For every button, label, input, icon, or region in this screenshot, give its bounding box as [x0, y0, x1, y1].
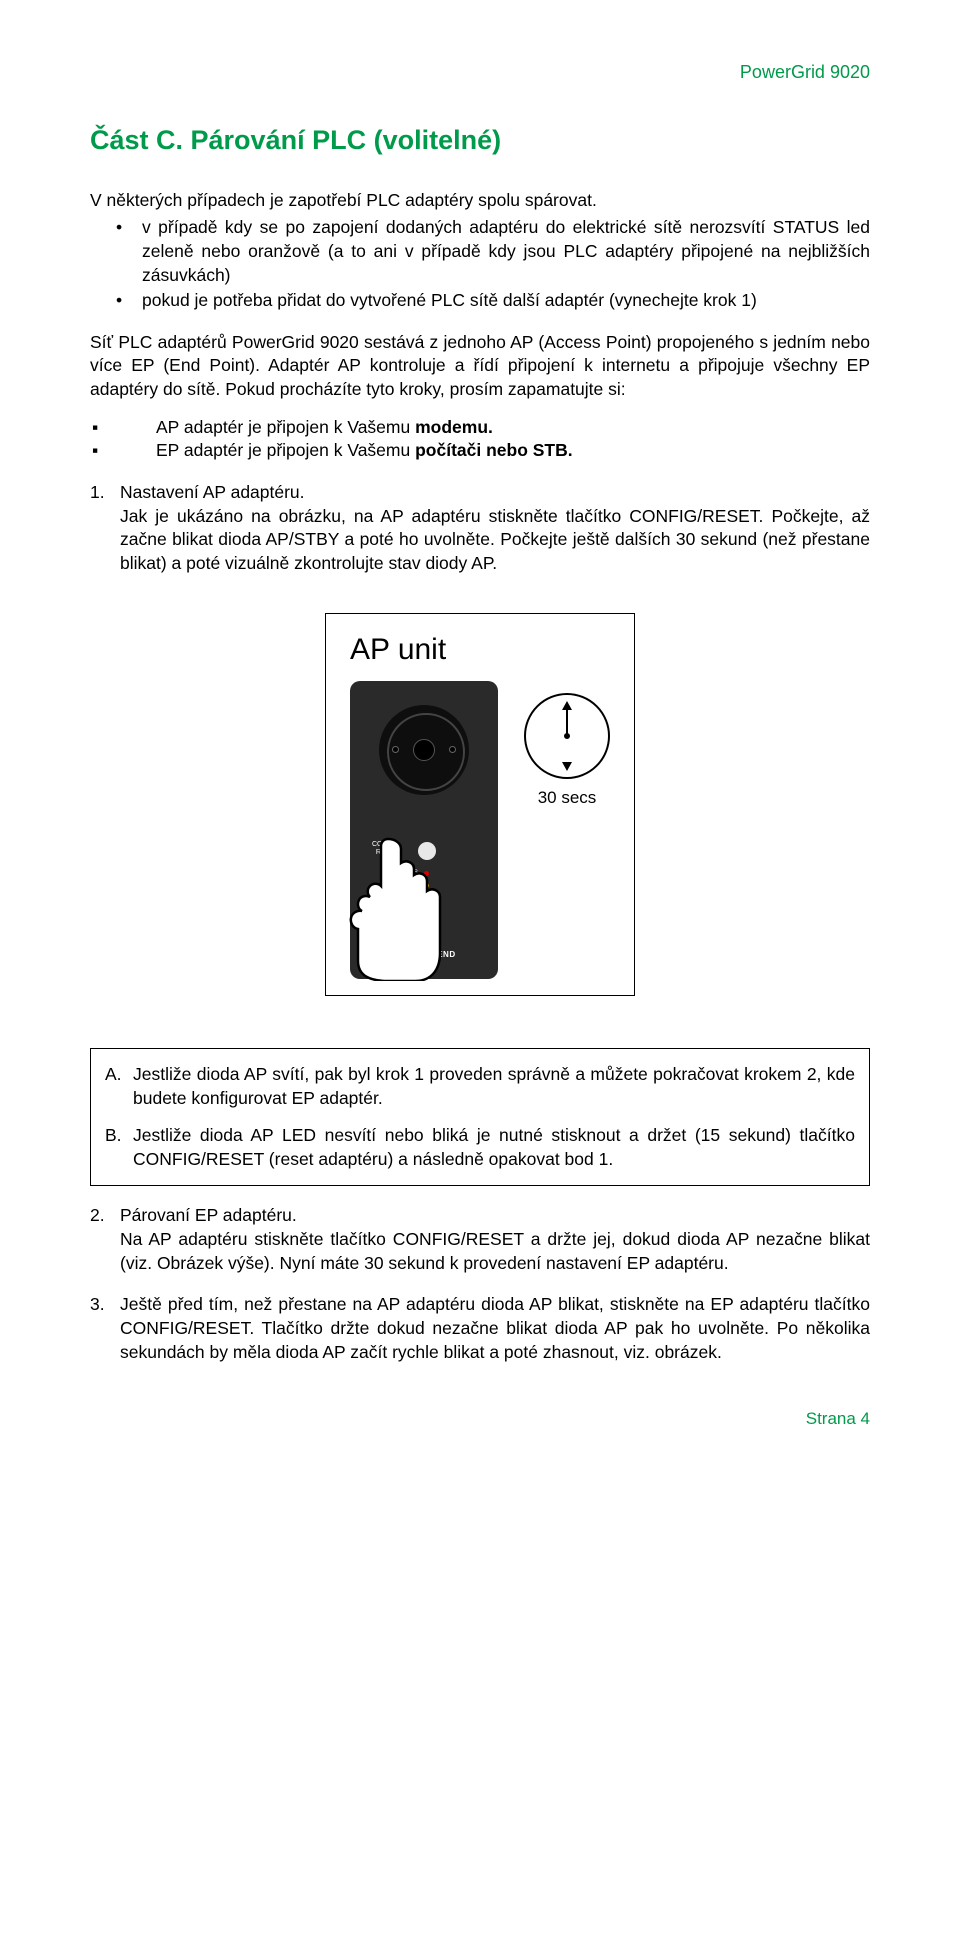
figure-title: AP unit [350, 630, 610, 671]
step-title: Nastavení AP adaptéru. [120, 482, 305, 502]
numbered-list: 1. Nastavení AP adaptéru. Jak je ukázáno… [90, 481, 870, 576]
status-led-icon [424, 871, 429, 876]
intro-text: V některých případech je zapotřebí PLC a… [90, 189, 870, 213]
config-button-icon [418, 842, 436, 860]
step-body: Ještě před tím, než přestane na AP adapt… [120, 1294, 870, 1361]
list-item: EP adaptér je připojen k Vašemu počítači… [90, 439, 870, 463]
step-title: Párovaní EP adaptéru. [120, 1205, 297, 1225]
text: EP adaptér je připojen k Vašemu [156, 440, 415, 460]
step-number: 3. [90, 1293, 105, 1317]
status-label: STATUS [384, 869, 418, 878]
bullet-list: v případě kdy se po zapojení dodaných ad… [90, 216, 870, 313]
ap-led-icon [424, 895, 429, 900]
clock-icon [524, 693, 610, 779]
list-item: pokud je potřeba přidat do vytvořené PLC… [116, 289, 870, 313]
step-body: Jak je ukázáno na obrázku, na AP adaptér… [120, 506, 870, 573]
ethernet-led-icon [424, 883, 429, 888]
box-item-b: B. Jestliže dioda AP LED nesvítí nebo bl… [105, 1124, 855, 1171]
step-number: 1. [90, 481, 105, 505]
ap-unit-figure: AP unit CONFIGRESET STATUS ETHERN [325, 613, 635, 996]
box-item-a: A. Jestliže dioda AP svítí, pak byl krok… [105, 1063, 855, 1110]
numbered-list: 2. Párovaní EP adaptéru. Na AP adaptéru … [90, 1204, 870, 1364]
step-number: 2. [90, 1204, 105, 1228]
letter-a: A. [105, 1063, 122, 1087]
step-3: 3. Ještě před tím, než přestane na AP ad… [90, 1293, 870, 1364]
bold-text: modemu. [415, 417, 493, 437]
text: AP adaptér je připojen k Vašemu [156, 417, 415, 437]
list-item: AP adaptér je připojen k Vašemu modemu. [90, 416, 870, 440]
list-item: v případě kdy se po zapojení dodaných ad… [116, 216, 870, 287]
brand-label: COMTREND [350, 950, 498, 961]
info-box: A. Jestliže dioda AP svítí, pak byl krok… [90, 1048, 870, 1187]
page-footer: Strana 4 [90, 1408, 870, 1431]
page-title: Část C. Párování PLC (volitelné) [90, 122, 870, 158]
socket-icon [379, 705, 469, 795]
paragraph: Síť PLC adaptérů PowerGrid 9020 sestává … [90, 331, 870, 402]
figure-container: AP unit CONFIGRESET STATUS ETHERN [90, 593, 870, 1024]
square-list: AP adaptér je připojen k Vašemu modemu. … [90, 416, 870, 463]
step-2: 2. Párovaní EP adaptéru. Na AP adaptéru … [90, 1204, 870, 1275]
ap-label: AP [400, 893, 418, 902]
config-reset-label: CONFIGRESET [372, 841, 399, 856]
ethernet-label: ETHERNET [374, 881, 418, 890]
bold-text: počítači nebo STB. [415, 440, 573, 460]
clock-caption: 30 secs [524, 787, 610, 810]
device-illustration: CONFIGRESET STATUS ETHERNET AP COMTREND [350, 681, 498, 979]
letter-b: B. [105, 1124, 122, 1148]
step-body: Na AP adaptéru stiskněte tlačítko CONFIG… [120, 1229, 870, 1273]
box-text: Jestliže dioda AP svítí, pak byl krok 1 … [133, 1064, 855, 1108]
step-1: 1. Nastavení AP adaptéru. Jak je ukázáno… [90, 481, 870, 576]
box-text: Jestliže dioda AP LED nesvítí nebo bliká… [133, 1125, 855, 1169]
header-product: PowerGrid 9020 [90, 60, 870, 84]
